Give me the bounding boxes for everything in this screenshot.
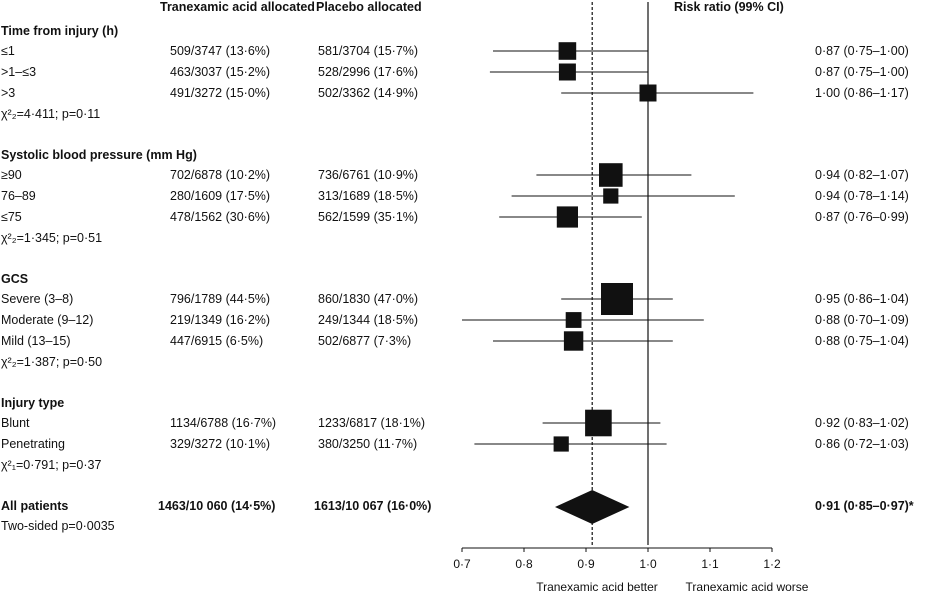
heterogeneity-test: χ²₂=4·411; p=0·11 [1,107,101,121]
point-estimate-square [558,42,577,60]
row-tranexamic-value: 509/3747 (13·6%) [170,44,271,58]
overall-diamond [555,490,630,524]
row-label: 76–89 [1,189,36,203]
overall-risk-ratio-text: 0·91 (0·85–0·97)* [815,499,914,513]
row-label: Blunt [1,416,30,430]
row-tranexamic-value: 491/3272 (15·0%) [170,86,271,100]
row-risk-ratio-text: 0·94 (0·82–1·07) [815,168,909,182]
header-risk-ratio: Risk ratio (99% CI) [674,0,784,14]
axis-label-worse: Tranexamic acid worse [686,580,809,593]
overall-tranexamic-value: 1463/10 060 (14·5%) [158,499,276,513]
overall-placebo-value: 1613/10 067 (16·0%) [314,499,432,513]
row-placebo-value: 249/1344 (18·5%) [318,313,419,327]
row-label: Mild (13–15) [1,334,71,348]
row-risk-ratio-text: 0·95 (0·86–1·04) [815,292,909,306]
point-estimate-square [563,331,584,351]
row-tranexamic-value: 329/3272 (10·1%) [170,437,271,451]
row-placebo-value: 1233/6817 (18·1%) [318,416,426,430]
row-placebo-value: 528/2996 (17·6%) [318,65,419,79]
row-label: ≤75 [1,210,22,224]
row-label: Severe (3–8) [1,292,74,306]
row-tranexamic-value: 702/6878 (10·2%) [170,168,271,182]
heterogeneity-test: χ²₂=1·387; p=0·50 [1,355,103,369]
row-label: ≥90 [1,168,22,182]
row-label: ≤1 [1,44,15,58]
row-risk-ratio-text: 0·87 (0·75–1·00) [815,44,909,58]
x-tick-label: 1·1 [701,557,719,571]
heterogeneity-test: χ²₁=0·791; p=0·37 [1,458,102,472]
point-estimate-square [639,84,657,102]
x-tick-label: 0·9 [577,557,595,571]
row-tranexamic-value: 280/1609 (17·5%) [170,189,271,203]
row-label: Penetrating [1,437,65,451]
row-label: >1–≤3 [1,65,37,79]
heterogeneity-test: χ²₂=1·345; p=0·51 [1,231,103,245]
point-estimate-square [601,283,633,315]
x-tick-label: 0·7 [453,557,471,571]
point-estimate-square [599,163,623,187]
group-title: Systolic blood pressure (mm Hg) [1,148,197,162]
point-estimate-square [565,312,582,328]
group-title: Injury type [1,396,65,410]
row-label: >3 [1,86,16,100]
overall-p-value: Two-sided p=0·0035 [1,519,115,533]
header-placebo: Placebo allocated [316,0,422,14]
row-tranexamic-value: 463/3037 (15·2%) [170,65,271,79]
row-risk-ratio-text: 0·87 (0·76–0·99) [815,210,909,224]
row-tranexamic-value: 1134/6788 (16·7%) [170,416,277,430]
row-placebo-value: 502/6877 (7·3%) [318,334,412,348]
row-placebo-value: 736/6761 (10·9%) [318,168,419,182]
row-risk-ratio-text: 0·88 (0·70–1·09) [815,313,909,327]
header-tranexamic: Tranexamic acid allocated [160,0,315,14]
point-estimate-square [556,206,578,228]
row-risk-ratio-text: 1·00 (0·86–1·17) [815,86,909,100]
group-title: Time from injury (h) [1,24,119,38]
x-tick-label: 1·0 [639,557,657,571]
row-placebo-value: 502/3362 (14·9%) [318,86,419,100]
row-placebo-value: 860/1830 (47·0%) [318,292,419,306]
x-tick-label: 1·2 [763,557,781,571]
row-tranexamic-value: 219/1349 (16·2%) [170,313,271,327]
row-risk-ratio-text: 0·88 (0·75–1·04) [815,334,909,348]
row-tranexamic-value: 796/1789 (44·5%) [170,292,271,306]
point-estimate-square [585,409,612,437]
group-title: GCS [1,272,29,286]
x-tick-label: 0·8 [515,557,533,571]
row-placebo-value: 313/1689 (18·5%) [318,189,419,203]
row-risk-ratio-text: 0·87 (0·75–1·00) [815,65,909,79]
row-tranexamic-value: 447/6915 (6·5%) [170,334,264,348]
row-risk-ratio-text: 0·92 (0·83–1·02) [815,416,909,430]
row-label: Moderate (9–12) [1,313,94,327]
overall-label: All patients [1,499,69,513]
point-estimate-square [553,436,569,452]
row-risk-ratio-text: 0·86 (0·72–1·03) [815,437,909,451]
point-estimate-square [603,188,619,204]
row-placebo-value: 581/3704 (15·7%) [318,44,419,58]
row-placebo-value: 380/3250 (11·7%) [318,437,418,451]
row-risk-ratio-text: 0·94 (0·78–1·14) [815,189,909,203]
row-placebo-value: 562/1599 (35·1%) [318,210,419,224]
axis-label-better: Tranexamic acid better [536,580,658,593]
row-tranexamic-value: 478/1562 (30·6%) [170,210,271,224]
point-estimate-square [558,63,576,81]
